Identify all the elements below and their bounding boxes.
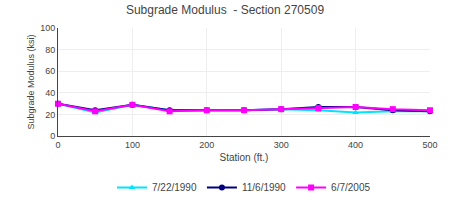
svg-text:40: 40 (45, 88, 55, 98)
svg-text:400: 400 (348, 140, 363, 150)
svg-text:20: 20 (45, 110, 55, 120)
svg-text:Subgrade Modulus - Section 27: Subgrade Modulus - Section 270509 (126, 3, 324, 17)
svg-text:100: 100 (40, 23, 55, 33)
svg-text:500: 500 (422, 140, 437, 150)
svg-text:0: 0 (50, 131, 55, 141)
svg-text:11/6/1990: 11/6/1990 (242, 182, 286, 193)
svg-text:200: 200 (199, 140, 214, 150)
svg-text:7/22/1990: 7/22/1990 (152, 182, 197, 193)
svg-text:Subgrade Modulus (ksi): Subgrade Modulus (ksi) (26, 35, 36, 130)
svg-text:6/7/2005: 6/7/2005 (331, 182, 370, 193)
svg-text:80: 80 (45, 45, 55, 55)
svg-text:300: 300 (274, 140, 289, 150)
svg-text:0: 0 (55, 140, 60, 150)
svg-text:60: 60 (45, 66, 55, 76)
svg-text:Station (ft.): Station (ft.) (220, 152, 269, 163)
svg-text:100: 100 (125, 140, 140, 150)
